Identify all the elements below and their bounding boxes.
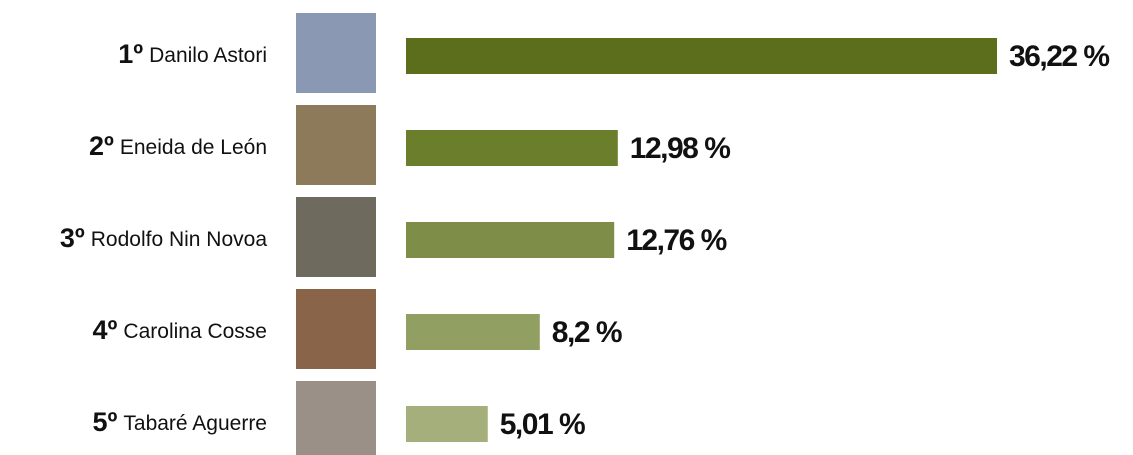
photo: [296, 197, 376, 277]
bar: [406, 222, 615, 258]
name: Carolina Cosse: [123, 320, 267, 343]
rank: 1º: [118, 39, 143, 69]
value-label: 36,22 %: [1009, 40, 1109, 73]
rank: 2º: [89, 131, 114, 161]
value-label: 12,98 %: [630, 132, 730, 165]
bar: [406, 406, 488, 442]
bar: [406, 130, 618, 166]
rank: 3º: [60, 223, 85, 253]
category-label: 2º Eneida de León: [89, 131, 267, 161]
photo: [296, 13, 376, 93]
category-label: 4º Carolina Cosse: [93, 315, 267, 345]
value-label: 12,76 %: [626, 224, 726, 257]
photo: [296, 289, 376, 369]
photos: [296, 13, 376, 455]
rank: 4º: [93, 315, 118, 345]
photo: [296, 105, 376, 185]
photo: [296, 381, 376, 455]
value-label: 5,01 %: [500, 408, 585, 441]
category-label: 5º Tabaré Aguerre: [93, 407, 268, 437]
name: Danilo Astori: [149, 44, 267, 67]
category-label: 3º Rodolfo Nin Novoa: [60, 223, 267, 253]
bar: [406, 38, 997, 74]
category-label: 1º Danilo Astori: [118, 39, 267, 69]
bar: [406, 314, 540, 350]
rank: 5º: [93, 407, 118, 437]
name: Rodolfo Nin Novoa: [91, 228, 268, 251]
name: Eneida de León: [120, 136, 267, 159]
name: Tabaré Aguerre: [123, 412, 267, 435]
value-label: 8,2 %: [552, 316, 622, 349]
